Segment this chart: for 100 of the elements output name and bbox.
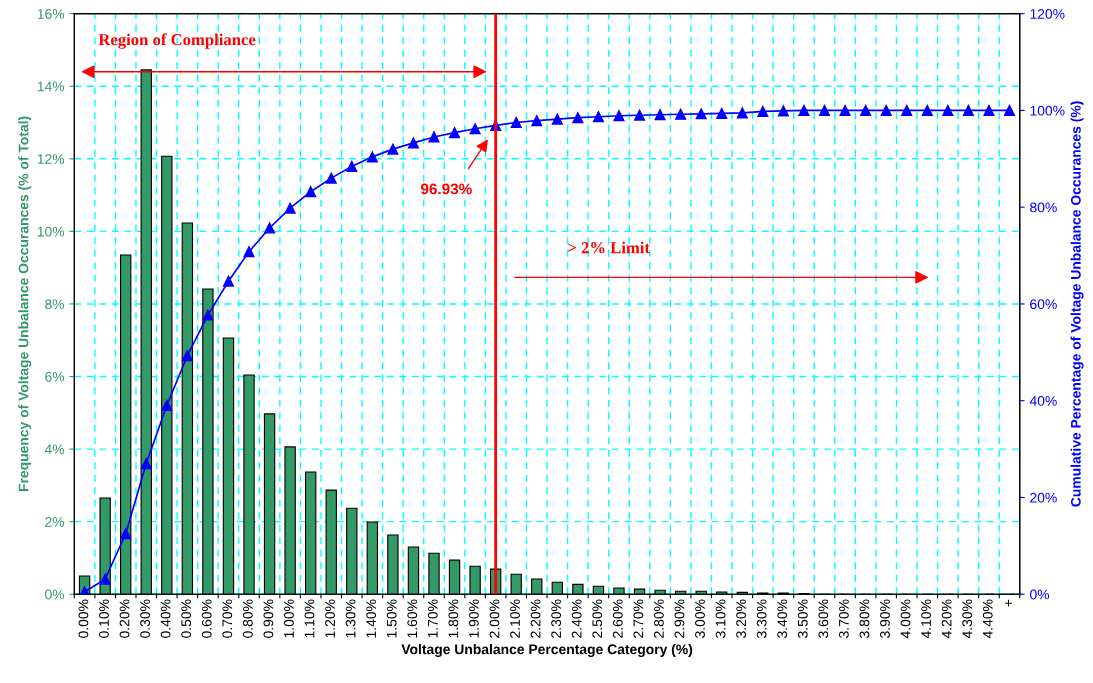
y-tick-label: 4%: [44, 444, 65, 455]
x-tick-label: 0.40%: [160, 599, 171, 638]
x-tick-label: 3.50%: [797, 599, 808, 638]
x-tick-label: 1.50%: [386, 599, 397, 638]
y-tick-label: 2%: [45, 516, 65, 527]
x-tick-label: 3.30%: [756, 599, 767, 638]
x-tick-label: 4.10%: [921, 599, 932, 639]
point: [510, 116, 522, 129]
point: [161, 399, 173, 412]
x-tick-label: 4.30%: [962, 599, 973, 639]
point: [264, 222, 276, 234]
x-tick-label: 3.70%: [838, 599, 849, 638]
point: [860, 104, 872, 116]
x-tick-label: 3.40%: [777, 599, 788, 638]
x-tick-label: 1.40%: [366, 599, 377, 638]
x-tick-label: 3.80%: [859, 599, 870, 638]
y2-tick-label: 100%: [1030, 105, 1065, 116]
point: [181, 350, 193, 362]
x-tick-label: 3.90%: [880, 599, 890, 638]
x-tick-label: 1.00%: [284, 599, 294, 638]
point: [695, 108, 707, 120]
annotation: > 2% Limit: [568, 241, 650, 254]
y2-axis-title: Cumulative Percentage of Voltage Unbalance Occurances (%): [1070, 101, 1084, 507]
point: [202, 309, 214, 321]
point: [654, 109, 666, 121]
x-tick-label: 4.20%: [941, 599, 952, 639]
point: [531, 115, 543, 127]
point: [962, 104, 974, 116]
x-tick-label: 3.60%: [818, 599, 829, 638]
point: [983, 104, 995, 116]
x-tick-label: 0.60%: [201, 599, 212, 638]
annotation: 96.93%: [420, 183, 472, 195]
point: [633, 109, 646, 121]
x-tick-label: 2.40%: [571, 599, 582, 638]
x-tick-label: 1.60%: [407, 599, 418, 638]
x-tick-label: 4.40%: [982, 599, 993, 639]
point: [901, 104, 913, 116]
x-tick-label: 2.00%: [489, 599, 500, 638]
x-tick-label: 2.90%: [674, 599, 685, 638]
x-tick-label: 0.80%: [242, 599, 253, 638]
point: [305, 186, 317, 198]
point: [346, 160, 358, 173]
x-tick-label: 2.80%: [653, 599, 664, 638]
y2-tick-label: 60%: [1030, 299, 1057, 310]
point: [880, 104, 892, 116]
x-tick-label: 2.50%: [592, 599, 603, 638]
x-tick-label: 0.20%: [119, 599, 130, 638]
y2-tick-label: 80%: [1030, 202, 1057, 213]
x-tick-label: 3.20%: [736, 599, 747, 638]
x-tick-label: 1.70%: [427, 599, 438, 638]
point: [1003, 104, 1016, 116]
point: [325, 172, 337, 184]
y2-tick-label: 120%: [1030, 8, 1065, 19]
x-tick-label: 2.20%: [530, 599, 541, 638]
point: [716, 107, 728, 119]
point: [243, 246, 255, 258]
y-tick-label: 10%: [37, 226, 65, 237]
y-tick-label: 16%: [37, 8, 65, 19]
point: [798, 104, 810, 116]
x-tick-label: 1.80%: [448, 599, 459, 638]
y-tick-label: 14%: [37, 81, 65, 92]
x-tick-label: +: [1005, 599, 1012, 607]
point: [407, 137, 420, 149]
x-tick-label: 2.10%: [510, 599, 520, 638]
point: [613, 110, 625, 122]
x-tick-label: 0.50%: [181, 599, 192, 638]
x-tick-label: 1.90%: [469, 599, 479, 638]
point: [469, 123, 481, 135]
point: [99, 573, 111, 585]
y-tick-label: 0%: [45, 589, 65, 600]
y2-tick-label: 0%: [1030, 589, 1050, 600]
point: [140, 458, 152, 470]
point: [572, 112, 584, 124]
point: [592, 111, 604, 123]
point: [675, 108, 687, 120]
annotation: Region of Compliance: [98, 33, 256, 49]
point: [428, 131, 440, 143]
y2-tick-label: 40%: [1029, 396, 1057, 406]
point: [387, 143, 399, 155]
x-tick-label: 1.10%: [304, 599, 315, 638]
x-tick-label: 2.30%: [551, 599, 562, 638]
point: [942, 104, 954, 116]
y-tick-label: 6%: [45, 371, 65, 382]
point: [921, 104, 933, 116]
point: [757, 105, 769, 117]
point: [120, 528, 132, 540]
x-tick-label: 0.90%: [263, 599, 274, 638]
x-tick-label: 1.30%: [345, 599, 356, 638]
x-tick-label: 0.30%: [140, 599, 150, 638]
y-axis-title: Frequency of Voltage Unbalance Occurances (% of Total): [18, 116, 32, 492]
point: [551, 113, 563, 125]
x-tick-label: 0.00%: [78, 599, 89, 638]
point: [818, 104, 831, 116]
x-tick-label: 1.20%: [325, 599, 335, 638]
point: [736, 107, 748, 119]
x-tick-label: 4.00%: [900, 599, 911, 639]
y-tick-label: 8%: [45, 299, 65, 310]
x-tick-label: 2.70%: [633, 599, 644, 638]
point: [777, 105, 789, 117]
point: [366, 151, 378, 163]
